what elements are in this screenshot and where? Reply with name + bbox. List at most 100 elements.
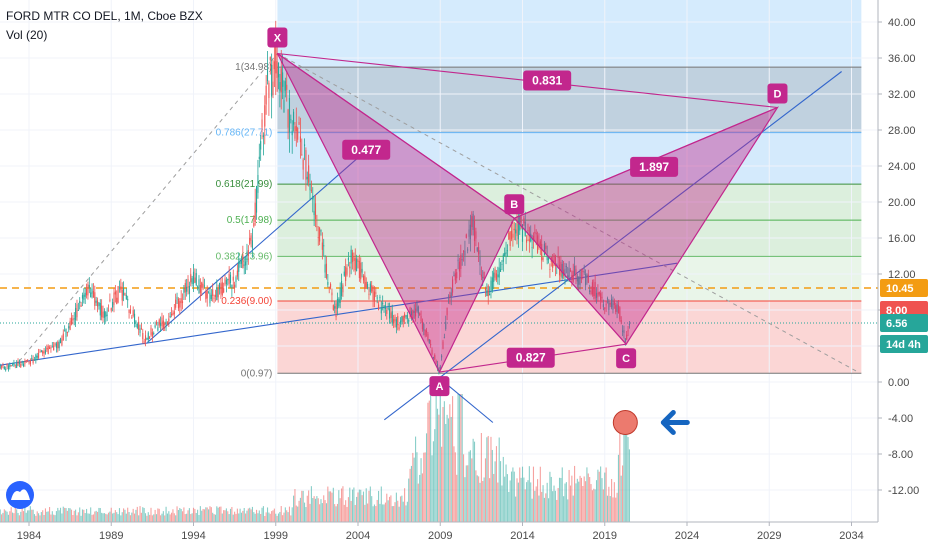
volume-bar	[280, 506, 282, 522]
volume-bar	[191, 513, 193, 522]
volume-bar	[453, 446, 455, 522]
candle	[458, 257, 460, 281]
volume-bar	[373, 504, 375, 522]
volume-bars	[0, 383, 630, 522]
candle	[423, 323, 425, 336]
harmonic-pattern[interactable]: 0.831 0.477 1.897 0.827 X A B C D	[267, 27, 788, 435]
candle	[203, 278, 206, 289]
volume-bar	[184, 514, 186, 522]
volume-bar	[31, 509, 33, 522]
volume-bar	[367, 503, 369, 522]
candle	[595, 287, 598, 304]
volume-bar	[236, 508, 238, 522]
volume-bar	[177, 510, 179, 522]
candle	[218, 282, 221, 295]
candle	[628, 320, 630, 329]
candle	[425, 327, 428, 337]
volume-bar	[186, 513, 188, 522]
volume-bar	[486, 437, 488, 522]
candle	[177, 297, 179, 312]
candle	[561, 259, 563, 280]
volume-bar	[421, 473, 423, 522]
candle	[330, 282, 332, 290]
candle	[483, 271, 485, 280]
candle	[54, 342, 56, 347]
volume-bar	[308, 490, 310, 522]
volume-bar	[442, 407, 444, 522]
point-label-c[interactable]: C	[616, 348, 637, 369]
volume-bar	[395, 492, 397, 522]
candle	[620, 316, 622, 325]
volume-bar	[435, 383, 437, 522]
candle	[309, 173, 311, 201]
candle	[171, 307, 173, 318]
candle	[227, 278, 229, 286]
volume-bar	[338, 490, 340, 522]
volume-bar	[445, 423, 447, 522]
x-tick-label: 2029	[757, 530, 781, 542]
volume-bar	[142, 507, 144, 522]
candle	[256, 185, 258, 220]
candle	[136, 322, 138, 330]
volume-bar	[59, 507, 62, 522]
candle	[572, 263, 574, 284]
volume-bar	[341, 488, 343, 522]
x-tick-label: 1994	[181, 530, 205, 542]
candle	[417, 305, 419, 319]
svg-text:0.827: 0.827	[516, 351, 546, 365]
volume-bar	[472, 438, 474, 522]
volume-bar	[623, 412, 625, 522]
y-tick-label: 12.00	[888, 269, 916, 281]
point-label-b[interactable]: B	[504, 194, 525, 215]
volume-bar	[408, 478, 410, 522]
point-label-d[interactable]: D	[767, 83, 788, 104]
volume-bar	[17, 512, 19, 522]
x-tick-label: 2009	[428, 530, 452, 542]
volume-bar	[32, 509, 34, 522]
volume-bar	[192, 507, 195, 522]
candle	[434, 353, 436, 361]
volume-bar	[591, 490, 593, 522]
point-label-x[interactable]: X	[267, 27, 288, 48]
volume-bar	[273, 508, 275, 522]
candle	[424, 329, 426, 338]
candle	[484, 286, 487, 297]
tradingview-logo[interactable]	[6, 481, 34, 509]
volume-bar	[487, 435, 489, 522]
candle	[22, 360, 25, 368]
candle	[287, 108, 289, 140]
volume-bar	[14, 506, 16, 522]
volume-bar	[171, 512, 173, 522]
candle	[579, 269, 581, 290]
volume-bar	[482, 481, 484, 522]
volume-bar	[449, 404, 451, 522]
candle	[257, 159, 259, 199]
volume-bar	[125, 513, 127, 522]
candle	[461, 253, 463, 266]
candle	[99, 299, 101, 321]
volume-bar	[140, 512, 142, 522]
volume-bar	[605, 467, 607, 522]
volume-bar	[532, 466, 535, 522]
volume-bar	[187, 510, 189, 522]
candle	[295, 107, 297, 147]
candle	[106, 307, 108, 322]
candle	[504, 247, 506, 257]
candle	[55, 341, 57, 353]
point-label-a[interactable]: A	[429, 376, 450, 397]
candle	[369, 281, 371, 296]
volume-bar	[388, 496, 391, 522]
candle	[331, 288, 333, 303]
candle	[5, 366, 7, 372]
volume-bar	[467, 465, 469, 522]
volume-bar	[21, 507, 23, 522]
candle	[198, 275, 200, 294]
candle	[271, 53, 273, 119]
candle	[515, 223, 517, 241]
candle	[53, 341, 55, 351]
candle	[593, 279, 595, 300]
candle	[431, 347, 433, 356]
volume-bar	[146, 515, 148, 522]
volume-bar	[95, 510, 97, 522]
